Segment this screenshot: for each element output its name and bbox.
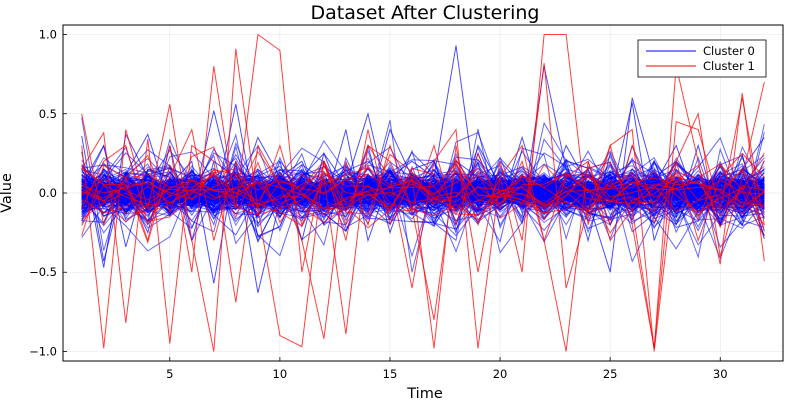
cluster-0-line — [81, 135, 765, 243]
x-tick-label: 5 — [166, 367, 173, 381]
x-tick-label: 25 — [603, 367, 618, 381]
legend: Cluster 0 Cluster 1 — [637, 39, 767, 78]
cluster-1-line — [81, 150, 765, 229]
y-tick-label: 0.5 — [39, 107, 57, 121]
y-axis-ticks: −1.0 −0.5 0.0 0.5 1.0 — [29, 28, 67, 358]
legend-label-cluster-1: Cluster 1 — [703, 59, 755, 73]
cluster-1-line — [81, 153, 765, 244]
y-tick-label: 0.0 — [39, 186, 57, 200]
cluster-0-line — [81, 136, 765, 232]
x-axis-ticks: 5 10 15 20 25 30 — [166, 357, 728, 381]
x-axis-label: Time — [406, 386, 443, 400]
y-axis-label: Value — [0, 173, 15, 213]
cluster-1-line — [81, 170, 765, 213]
series-lines — [81, 33, 765, 352]
x-tick-label: 30 — [713, 367, 728, 381]
cluster-1-line — [81, 167, 765, 231]
cluster-0-line — [81, 147, 765, 259]
x-tick-label: 20 — [493, 367, 508, 381]
y-tick-label: −1.0 — [29, 344, 57, 358]
x-tick-label: 15 — [383, 367, 398, 381]
y-tick-label: −0.5 — [29, 265, 57, 279]
chart-title: Dataset After Clustering — [311, 2, 540, 24]
cluster-1-line — [81, 171, 765, 216]
legend-label-cluster-0: Cluster 0 — [703, 44, 755, 58]
cluster-1-line — [81, 127, 765, 335]
cluster-1-line — [81, 165, 765, 226]
cluster-0-line — [81, 45, 765, 262]
x-tick-label: 10 — [273, 367, 288, 381]
cluster-1-line — [81, 152, 765, 215]
legend-box — [637, 39, 767, 78]
y-tick-label: 1.0 — [39, 28, 57, 42]
